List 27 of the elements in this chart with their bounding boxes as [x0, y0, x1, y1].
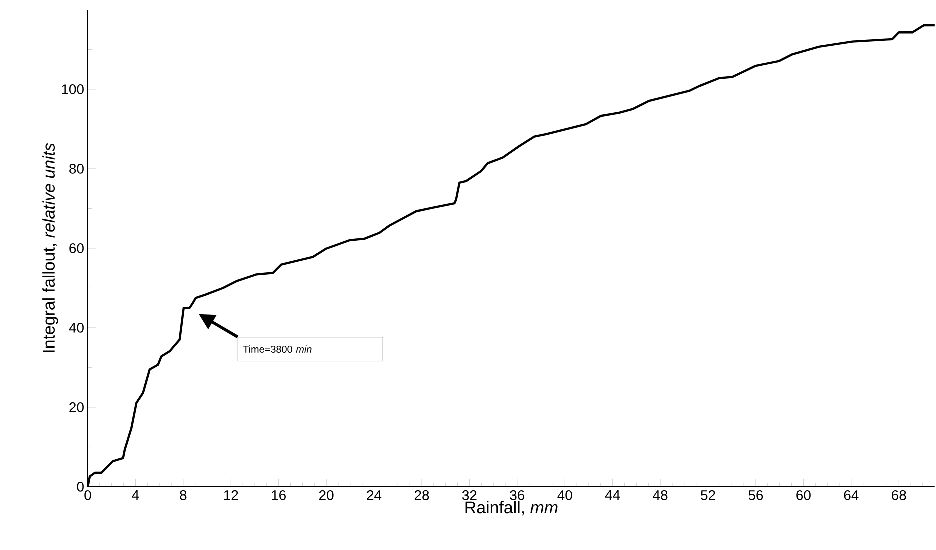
x-tick-label: 56: [748, 490, 764, 500]
x-tick-label: 4: [132, 490, 140, 500]
x-tick-label: 16: [272, 490, 286, 500]
x-tick-label: 40: [558, 490, 572, 500]
x-tick-label: 12: [224, 490, 238, 500]
x-tick-label: 68: [892, 490, 906, 500]
y-tick-label: 60: [70, 244, 84, 254]
x-tick-label: 0: [84, 490, 92, 500]
x-axis-title: Rainfall, mm: [466, 501, 558, 516]
y-tick-label: 80: [70, 164, 84, 174]
x-tick-label: 8: [180, 490, 187, 500]
x-tick-label: 28: [414, 490, 430, 500]
y-axis-title: Integral fallout, relative units: [42, 143, 58, 352]
y-tick-label: 100: [62, 84, 84, 94]
x-tick-label: 36: [510, 490, 525, 500]
annotation: Time=3800 min: [243, 346, 312, 354]
x-tick-label: 44: [605, 490, 620, 500]
y-tick-label: 0: [77, 482, 84, 492]
x-tick-label: 32: [462, 490, 477, 500]
y-tick-label: 40: [69, 323, 84, 333]
x-tick-label: 64: [844, 490, 859, 500]
x-tick-label: 24: [367, 490, 382, 500]
x-tick-label: 60: [796, 490, 811, 500]
x-tick-label: 20: [320, 490, 334, 500]
x-tick-label: 48: [653, 490, 668, 500]
x-tick-label: 52: [701, 490, 716, 500]
y-tick-label: 20: [70, 402, 84, 412]
